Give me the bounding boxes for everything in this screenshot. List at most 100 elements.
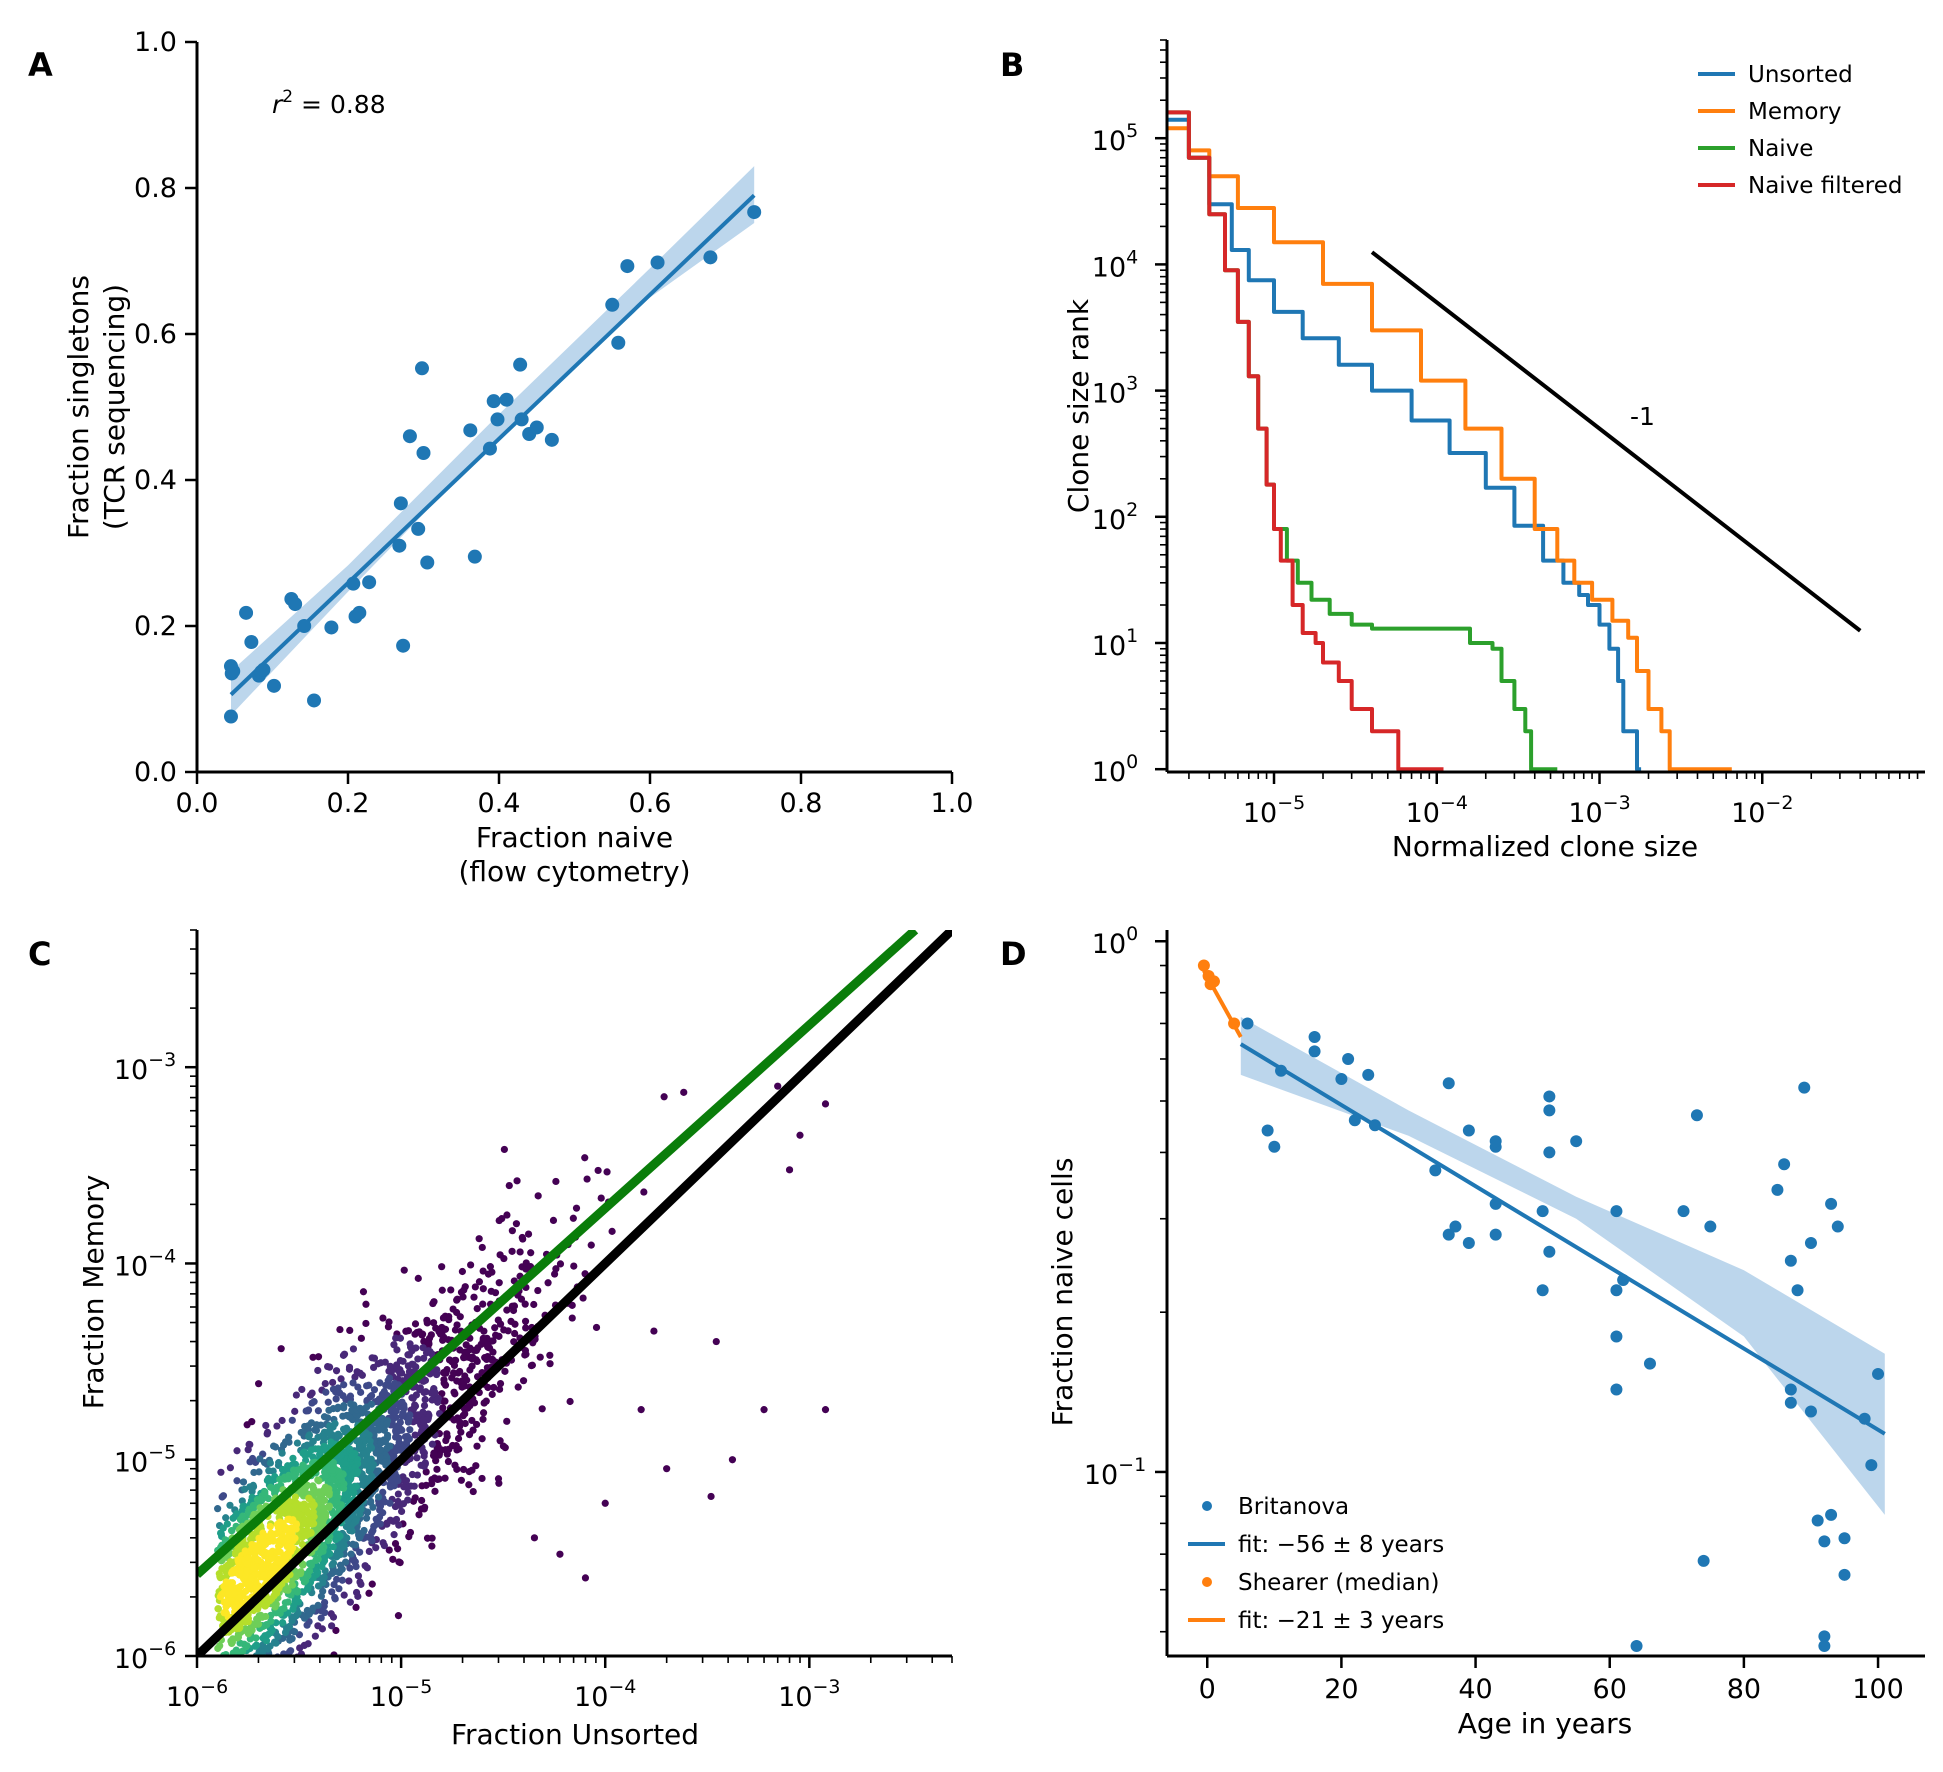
panel-c-density-point-442 [234, 1708, 241, 1715]
panel-c-density-point-185 [368, 1580, 376, 1588]
panel-c-density-point-365 [468, 1353, 477, 1361]
panel-c-density-point-2015 [251, 1621, 259, 1629]
panel-b-y-tick-label-1: 101 [1092, 625, 1138, 662]
panel-a-point-20 [393, 496, 408, 511]
panel-c-density-point-118 [394, 1612, 403, 1620]
panel-c-density-point-402 [441, 1446, 450, 1454]
panel-c-density-point-1102 [356, 1404, 364, 1412]
panel-c-density-point-2073 [305, 1494, 313, 1502]
panel-c-density-point-1521 [224, 1668, 231, 1675]
panel-c-density-point-655 [391, 1502, 400, 1511]
panel-c-density-point-1722 [330, 1483, 338, 1491]
panel-c-density-point-975 [362, 1514, 371, 1522]
panel-c-density-point-44 [486, 1263, 494, 1271]
panel-c-density-point-1245 [272, 1639, 280, 1647]
panel-c-density-point-1759 [266, 1483, 275, 1491]
panel-c-outlier-6 [785, 1166, 794, 1174]
panel-c-density-point-287 [442, 1436, 450, 1445]
panel-c-density-point-403 [441, 1397, 449, 1405]
panel-c-density-point-383 [465, 1431, 474, 1439]
panel-c-density-point-321 [379, 1314, 387, 1322]
panel-c-density-point-1997 [258, 1613, 266, 1621]
panel-a-x-tick-label-1: 0.2 [327, 788, 370, 819]
panel-c-density-point-1553 [223, 1520, 231, 1528]
panel-d-britanova-point-45 [1798, 1081, 1811, 1094]
panel-c-density-point-103 [587, 1241, 595, 1249]
panel-d-britanova-point-8 [1348, 1114, 1361, 1127]
panel-c-density-point-334 [495, 1332, 503, 1340]
panel-c-density-point-650 [400, 1483, 408, 1491]
panel-c-density-point-1081 [239, 1478, 248, 1486]
panel-c-density-point-43 [451, 1390, 459, 1398]
panel-d-britanova-point-2 [1268, 1140, 1281, 1153]
panel-c-density-point-508 [291, 1407, 299, 1415]
panel-b-x-tick-label-3-base: 10 [1731, 798, 1765, 829]
panel-c-density-point-1504 [291, 1460, 300, 1468]
panel-c-density-point-799 [320, 1598, 329, 1607]
panel-c-density-point-2597 [267, 1530, 276, 1538]
panel-c-density-point-1006 [214, 1505, 222, 1513]
panel-c-density-point-320 [495, 1216, 503, 1225]
panel-c-density-point-359 [517, 1295, 526, 1303]
panel-c-density-point-400 [490, 1383, 498, 1392]
panel-c-density-point-1560 [341, 1490, 349, 1498]
panel-c-density-point-68 [480, 1399, 488, 1407]
panel-c-density-point-1003 [271, 1443, 280, 1451]
panel-d-britanova-point-12 [1442, 1228, 1455, 1241]
panel-b-x-tick-label-0-base: 10 [1243, 798, 1277, 829]
panel-c-outlier-2 [637, 1406, 645, 1414]
panel-a-r2-value: = 0.88 [293, 90, 386, 119]
panel-c-density-point-206 [457, 1428, 465, 1436]
panel-c-density-point-609 [292, 1391, 300, 1399]
panel-c-density-point-222 [468, 1416, 476, 1425]
panel-c-density-point-1305 [365, 1467, 373, 1475]
panel-c-density-point-373 [521, 1317, 530, 1325]
panel-c-density-point-543 [422, 1388, 430, 1396]
panel-c-density-point-769 [235, 1693, 242, 1700]
panel-c-density-point-300 [508, 1302, 516, 1310]
panel-c-density-point-277 [233, 1741, 240, 1748]
panel-b-guide-line [1370, 250, 1862, 633]
panel-d-legend-label-2: Shearer (median) [1238, 1570, 1439, 1596]
panel-c-density-point-2589 [283, 1542, 291, 1551]
panel-b-x-tick-label-1-exp: −4 [1440, 792, 1468, 814]
panel-c-density-point-2014 [315, 1490, 323, 1498]
panel-d-britanova-point-52 [1825, 1508, 1838, 1521]
panel-c-density-point-22 [556, 1260, 565, 1268]
panel-c-y-tick-label-0-exp: −6 [148, 1638, 176, 1660]
panel-c-density-point-780 [262, 1672, 269, 1679]
panel-d-britanova-point-43 [1784, 1396, 1797, 1409]
panel-a-point-31 [490, 412, 505, 427]
panel-a-point-15 [346, 576, 361, 591]
panel-c-density-point-272 [326, 1667, 333, 1674]
panel-c-x-tick-label-1: 10−5 [370, 1676, 432, 1713]
panel-c-density-point-135 [352, 1603, 360, 1611]
panel-c-density-point-113 [453, 1296, 461, 1304]
panel-c-density-point-2527 [223, 1598, 231, 1606]
panel-c-density-point-90 [321, 1677, 328, 1684]
panel-c-density-point-456 [404, 1488, 412, 1496]
panel-c-density-point-148 [569, 1214, 577, 1222]
panel-a-point-37 [544, 432, 559, 447]
panel-c-density-point-2598 [224, 1590, 233, 1598]
panel-c-density-point-88 [524, 1230, 533, 1238]
panel-c-density-point-1671 [252, 1634, 260, 1642]
panel-c-density-point-755 [303, 1621, 311, 1629]
panel-c-density-point-626 [332, 1367, 341, 1375]
panel-c-density-point-832 [324, 1398, 332, 1406]
panel-c-density-point-540 [372, 1544, 380, 1552]
panel-c-density-point-2106 [291, 1493, 300, 1501]
panel-c-density-point-548 [311, 1632, 319, 1640]
panel-c-density-point-852 [376, 1502, 385, 1510]
panel-b-legend-label-1: Memory [1748, 99, 1842, 125]
panel-c-y-tick-label-1: 10−5 [114, 1442, 176, 1479]
panel-c-density-point-2493 [235, 1584, 243, 1592]
panel-c-density-point-649 [421, 1376, 430, 1384]
panel-c-density-point-290 [534, 1286, 542, 1295]
panel-letter-d: D [1000, 935, 1027, 973]
panel-c-density-point-510 [434, 1394, 443, 1403]
panel-a-y-tick-label-0: 0.0 [134, 757, 177, 788]
panel-a-point-9 [267, 678, 282, 693]
panel-c-density-point-2586 [268, 1554, 276, 1562]
